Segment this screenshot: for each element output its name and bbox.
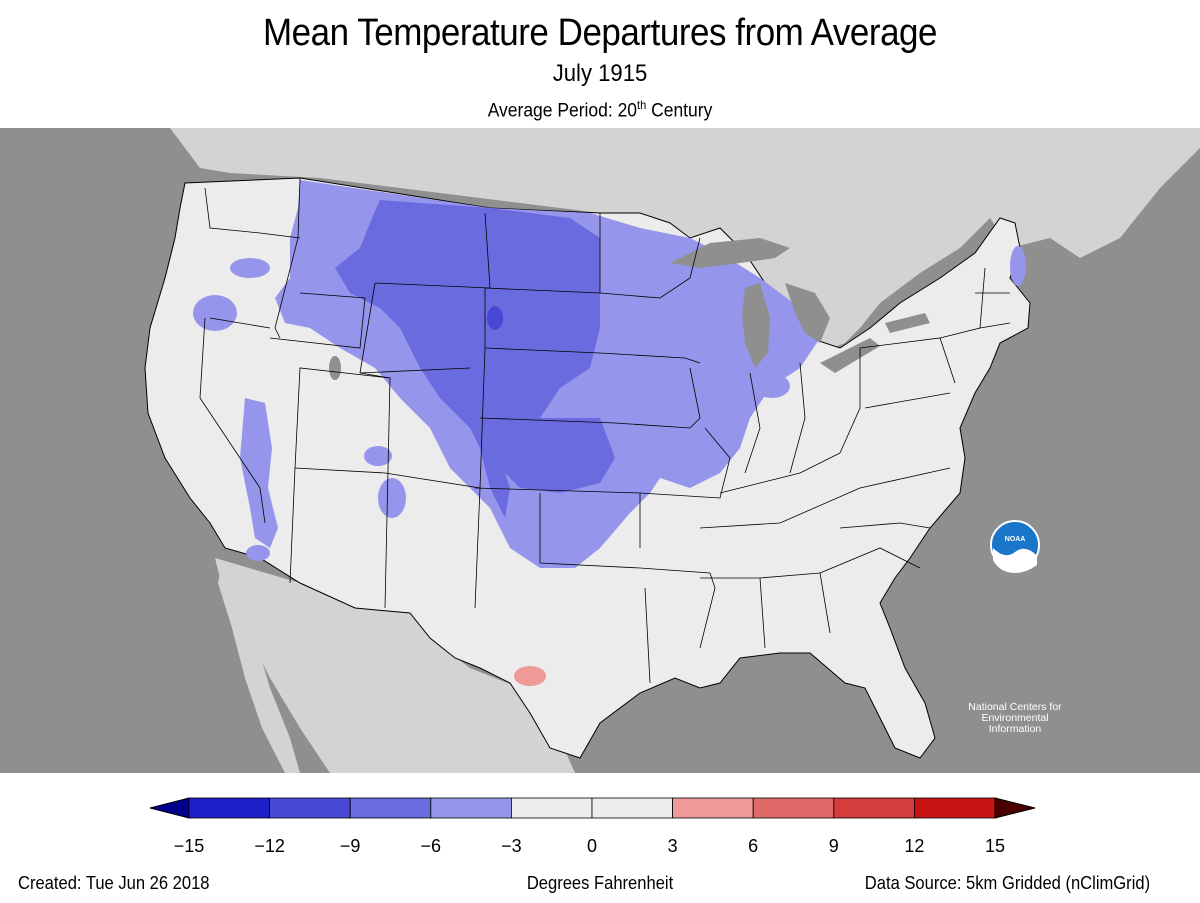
legend-bin bbox=[672, 797, 754, 819]
legend-tick-label: 3 bbox=[667, 836, 678, 856]
color-legend-bar bbox=[149, 797, 1036, 819]
data-source: Data Source: 5km Gridded (nClimGrid) bbox=[864, 873, 1150, 893]
legend-tick-label: 9 bbox=[828, 836, 839, 856]
map-area: NOAA National Centers for Environmental … bbox=[0, 128, 1200, 773]
baja-peninsula bbox=[218, 563, 300, 773]
legend-tick-label: −6 bbox=[420, 836, 442, 856]
legend-tick-label: −15 bbox=[173, 836, 205, 856]
noaa-logo-icon: NOAA bbox=[990, 520, 1040, 573]
period-superscript: th bbox=[637, 98, 647, 112]
ncei-line-3: Information bbox=[988, 723, 1042, 735]
svg-text:NOAA: NOAA bbox=[1005, 536, 1026, 543]
canada-land bbox=[170, 128, 1200, 353]
average-period: Average Period: 20th Century bbox=[48, 98, 1152, 122]
anomaly-blob-socal bbox=[246, 545, 270, 561]
legend-tick-label: 0 bbox=[586, 836, 597, 856]
anomaly-blob-washington bbox=[230, 258, 270, 278]
ncei-line-1: National Centers for bbox=[968, 701, 1062, 713]
legend-bin bbox=[269, 797, 351, 819]
legend-tick-label: −12 bbox=[254, 836, 285, 856]
legend-bin bbox=[833, 797, 915, 819]
legend-bin bbox=[430, 797, 512, 819]
lake-ontario bbox=[885, 313, 930, 333]
legend-bin bbox=[510, 797, 593, 819]
anomaly-blob-oregon bbox=[193, 295, 237, 331]
legend-tick-label: 12 bbox=[904, 836, 925, 856]
legend-tick-label: −3 bbox=[501, 836, 522, 856]
anomaly-medium-blue-kansas bbox=[500, 418, 615, 493]
anomaly-blob-arizona bbox=[378, 478, 406, 518]
legend-arrow-high bbox=[994, 797, 1036, 819]
created-date: Created: Tue Jun 26 2018 bbox=[18, 873, 210, 893]
map-title: Mean Temperature Departures from Average bbox=[262, 12, 938, 54]
legend-bin bbox=[188, 797, 270, 819]
legend-bin bbox=[591, 797, 673, 819]
state-borders bbox=[199, 177, 1011, 684]
period-prefix: Average Period: 20 bbox=[487, 100, 638, 122]
anomaly-blob-ohio bbox=[754, 374, 790, 398]
map-subtitle: July 1915 bbox=[552, 60, 648, 87]
legend-tick-label: 6 bbox=[748, 836, 759, 856]
period-suffix: Century bbox=[646, 100, 713, 122]
lake-michigan bbox=[742, 283, 770, 368]
us-temperature-map: NOAA bbox=[0, 128, 1200, 773]
legend-bin bbox=[349, 797, 432, 819]
great-salt-lake bbox=[329, 356, 341, 380]
legend-tick-label: 15 bbox=[984, 836, 1006, 856]
anomaly-dark-blue-spot bbox=[487, 306, 503, 330]
legend-bin bbox=[752, 797, 835, 819]
anomaly-warm-spot-texas bbox=[514, 666, 546, 686]
anomaly-medium-blue-region bbox=[335, 200, 600, 518]
legend-tick-label: −9 bbox=[339, 836, 361, 856]
lake-superior bbox=[670, 238, 790, 268]
ncei-label: National Centers for Environmental Infor… bbox=[965, 702, 1065, 735]
legend-bin bbox=[914, 797, 996, 819]
anomaly-blob-sierra bbox=[240, 398, 278, 548]
anomaly-blob-utah bbox=[364, 446, 392, 466]
anomaly-blob-maine bbox=[1010, 246, 1026, 286]
lake-erie bbox=[820, 338, 880, 373]
units-label: Degrees Fahrenheit bbox=[526, 873, 674, 893]
lake-huron bbox=[785, 283, 830, 343]
mexico-land bbox=[215, 558, 575, 773]
legend-arrow-low bbox=[149, 797, 190, 819]
ncei-line-2: Environmental bbox=[981, 712, 1049, 724]
